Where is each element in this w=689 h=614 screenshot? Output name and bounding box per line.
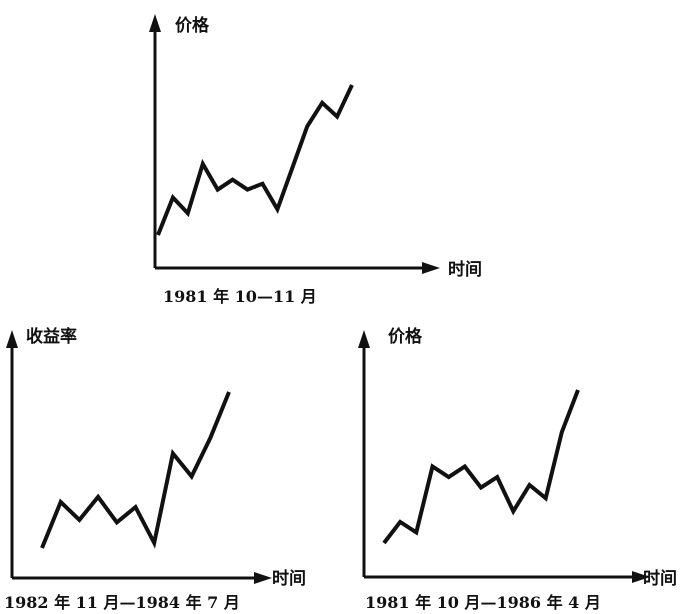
y-axis-arrow — [149, 14, 161, 32]
series-line — [156, 84, 354, 236]
y-axis-arrow — [358, 330, 370, 348]
y-axis-label: 收益率 — [26, 326, 77, 347]
chart-price-1981: 价格 时间 1981 年 10—11 月 — [149, 14, 482, 306]
x-axis-arrow — [632, 571, 650, 583]
x-axis-arrow — [254, 572, 272, 584]
chart-caption: 1982 年 11 月—1984 年 7 月 — [4, 593, 240, 612]
x-axis-label: 时间 — [643, 568, 677, 589]
series-line — [382, 389, 580, 545]
chart-yield-1982-1984: 收益率 时间 1982 年 11 月—1984 年 7 月 — [4, 326, 306, 612]
x-axis-label: 时间 — [448, 259, 482, 280]
x-axis-label: 时间 — [272, 568, 306, 589]
chart-caption: 1981 年 10—11 月 — [163, 287, 317, 306]
y-axis-label: 价格 — [175, 15, 210, 36]
chart-price-1981-1986: 价格 时间 1981 年 10 月—1986 年 4 月 — [358, 326, 677, 612]
x-axis-arrow — [422, 262, 440, 274]
y-axis-label: 价格 — [388, 326, 423, 347]
y-axis-arrow — [6, 330, 18, 348]
chart-caption: 1981 年 10 月—1986 年 4 月 — [365, 593, 601, 612]
series-line — [40, 391, 231, 549]
